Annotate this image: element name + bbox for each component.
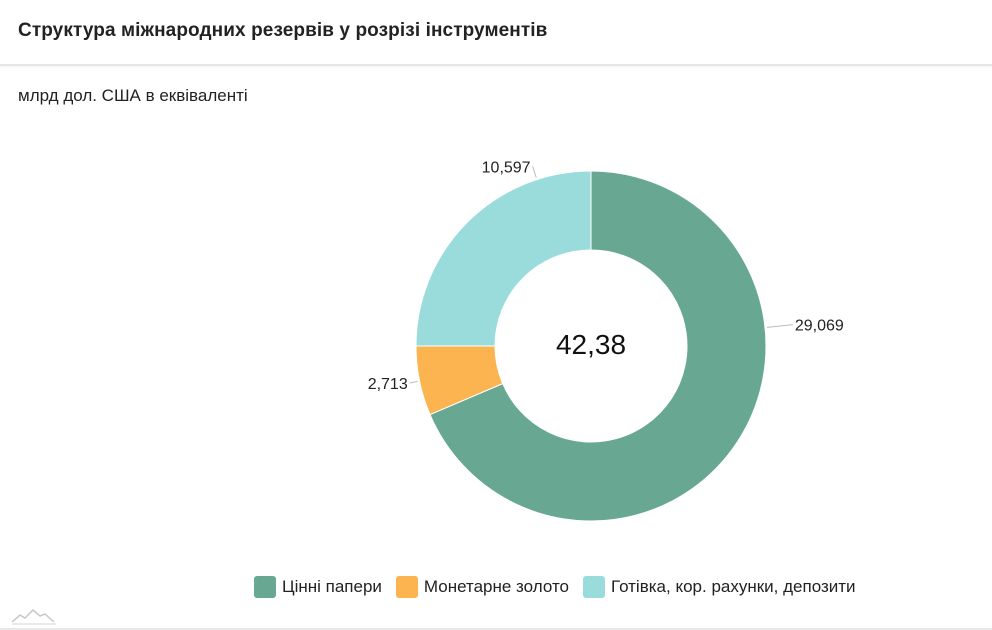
data-label-gold: 2,713: [368, 376, 408, 393]
leader-line-securities: [766, 324, 793, 328]
mountain-logo-icon: [12, 608, 56, 625]
data-label-cash: 10,597: [482, 159, 531, 176]
chart-title: Структура міжнародних резервів у розрізі…: [18, 20, 548, 41]
chart-legend: Цінні папери Монетарне золото Готівка, к…: [254, 576, 870, 598]
donut-slices: [415, 170, 767, 522]
chart-header: Структура міжнародних резервів у розрізі…: [0, 0, 992, 66]
donut-slice-securities[interactable]: [429, 170, 767, 522]
legend-swatch-cash: [583, 576, 605, 598]
legend-label-cash: Готівка, кор. рахунки, депозити: [611, 577, 856, 596]
center-total-label: 42,38: [556, 329, 626, 360]
data-label-securities: 29,069: [795, 318, 844, 335]
leader-line-cash: [532, 166, 537, 178]
footer-divider: [0, 628, 992, 630]
legend-label-securities: Цінні папери: [282, 577, 382, 596]
legend-item-securities[interactable]: Цінні папери: [254, 576, 382, 598]
chart-unit-subtitle: млрд дол. США в еквіваленті: [18, 86, 248, 105]
label-leader-lines: [409, 166, 793, 384]
donut-slice-cash[interactable]: [415, 170, 592, 347]
leader-line-gold: [409, 380, 418, 384]
legend-swatch-securities: [254, 576, 276, 598]
legend-item-gold[interactable]: Монетарне золото: [395, 576, 569, 598]
legend-item-cash[interactable]: Готівка, кор. рахунки, депозити: [583, 576, 856, 598]
donut-data-labels: 29,069 2,713 10,597: [368, 159, 844, 393]
legend-swatch-gold: [395, 576, 418, 598]
legend-label-gold: Монетарне золото: [423, 577, 569, 596]
